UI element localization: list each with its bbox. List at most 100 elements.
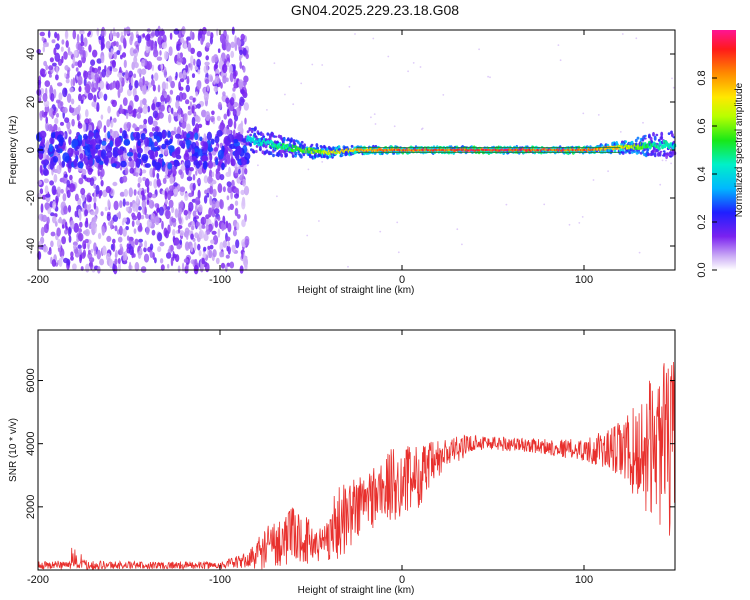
spectrogram-cell (230, 158, 236, 167)
spectrogram-cell (186, 123, 191, 133)
spectrogram-cell (234, 193, 239, 199)
spectrogram-cell (109, 66, 113, 72)
spectrogram-cell (141, 169, 147, 174)
spectrogram-cell (100, 36, 105, 46)
spectrogram-cell (244, 152, 251, 161)
spectrogram-cell (212, 249, 217, 258)
spectrogram-cell (212, 188, 217, 198)
spectrogram-cell (79, 29, 85, 35)
spectrogram-cell (105, 69, 111, 78)
spectrogram-cell (217, 149, 224, 160)
spectrogram-cell (117, 236, 123, 243)
spectrogram-cell (132, 203, 138, 212)
spectrogram-cell (105, 40, 111, 49)
spectrogram-cell (169, 89, 174, 95)
spectrogram-cell (239, 96, 245, 107)
spectrogram-cell (139, 124, 143, 129)
y-tick-label: 20 (25, 96, 37, 108)
spectrogram-cell (646, 147, 650, 152)
spectrogram-cell (113, 51, 118, 60)
spectrogram-cell (653, 135, 657, 141)
spectrogram-cell (164, 190, 168, 200)
spectrogram-cell (189, 30, 193, 40)
spectrogram-cell (117, 258, 121, 264)
spectrogram-cell (195, 170, 198, 176)
spectrogram-cell (137, 152, 142, 159)
spectrogram-cell (147, 105, 151, 113)
spectrogram-cell (619, 131, 622, 133)
spectrogram-cell (56, 33, 60, 41)
spectrogram-cell (56, 99, 61, 104)
spectrogram-cell (660, 131, 664, 137)
spectrogram-cell (110, 48, 114, 56)
spectrogram-cell (233, 64, 236, 72)
spectrogram-cell (52, 62, 57, 67)
spectrogram-cell (94, 155, 101, 160)
spectrogram-cell (87, 32, 90, 37)
spectrogram-cell (387, 55, 390, 58)
spectrogram-cell (137, 206, 142, 211)
spectrogram-cell (233, 188, 239, 193)
spectrogram-cell (106, 83, 111, 90)
spectrogram-cell (202, 26, 207, 35)
spectrogram-cell (370, 116, 372, 119)
spectrogram-cell (655, 133, 659, 137)
spectrogram-cell (643, 134, 647, 138)
spectrogram-cell (228, 167, 232, 177)
spectrogram-cell (186, 140, 190, 150)
spectrogram-cell (92, 49, 98, 58)
spectrogram-cell (119, 200, 123, 209)
spectrogram-cell (648, 133, 651, 139)
spectrogram-cell (203, 91, 209, 102)
spectrogram-cell (90, 221, 97, 230)
spectrogram-cell (300, 155, 303, 159)
spectrogram-cell (56, 227, 61, 237)
spectrogram-cell (132, 49, 138, 54)
spectrogram-cell (109, 30, 113, 41)
spectrogram-cell (56, 164, 62, 175)
spectrogram-cell (642, 121, 644, 124)
spectrogram-cell (38, 148, 45, 154)
spectrogram-cell (210, 32, 214, 39)
spectrogram-cell (136, 147, 143, 154)
spectrogram-cell (183, 258, 189, 263)
spectrogram-cell (266, 109, 268, 111)
spectrogram-cell (226, 195, 230, 201)
spectrogram-cell (114, 137, 122, 147)
spectrogram-cell (39, 164, 43, 174)
spectrogram-cell (175, 154, 182, 160)
spectrogram-cell (223, 113, 228, 120)
spectrogram-cell (227, 186, 233, 194)
spectrogram-cell (129, 201, 133, 208)
spectrogram-cell (62, 193, 67, 202)
spectrogram-cell (226, 34, 229, 41)
spectrogram-cell (132, 124, 138, 129)
spectrogram-cell (179, 239, 183, 245)
spectrogram-cell (45, 64, 49, 71)
spectrogram-cell (98, 91, 103, 99)
spectrogram-cell (123, 27, 127, 37)
spectrogram-cell (106, 235, 112, 242)
spectrogram-cell (184, 232, 189, 237)
spectrogram-cell (204, 231, 207, 241)
spectrogram-cell (118, 44, 122, 52)
spectrogram-cell (62, 106, 68, 114)
spectrogram-cell (70, 98, 75, 105)
spectrogram-cell (195, 115, 201, 123)
spectrogram-cell (151, 74, 154, 80)
spectrogram-cell (97, 232, 102, 240)
spectrogram-cell (185, 84, 190, 93)
spectrogram-cell (39, 188, 44, 195)
spectrogram-cell (203, 217, 207, 224)
spectrogram-cell (214, 207, 220, 215)
spectrogram-cell (78, 86, 82, 92)
spectrogram-cell (652, 149, 655, 153)
spectrogram-cell (139, 99, 143, 108)
spectrogram-cell (144, 206, 147, 216)
spectrogram-cell (206, 84, 210, 92)
spectrogram-cell (68, 235, 72, 243)
spectrogram-cell (254, 126, 257, 131)
spectrogram-cell (93, 242, 97, 252)
x-tick-label: -200 (27, 274, 49, 286)
snr-x-axis-label: Height of straight line (km) (298, 585, 415, 596)
